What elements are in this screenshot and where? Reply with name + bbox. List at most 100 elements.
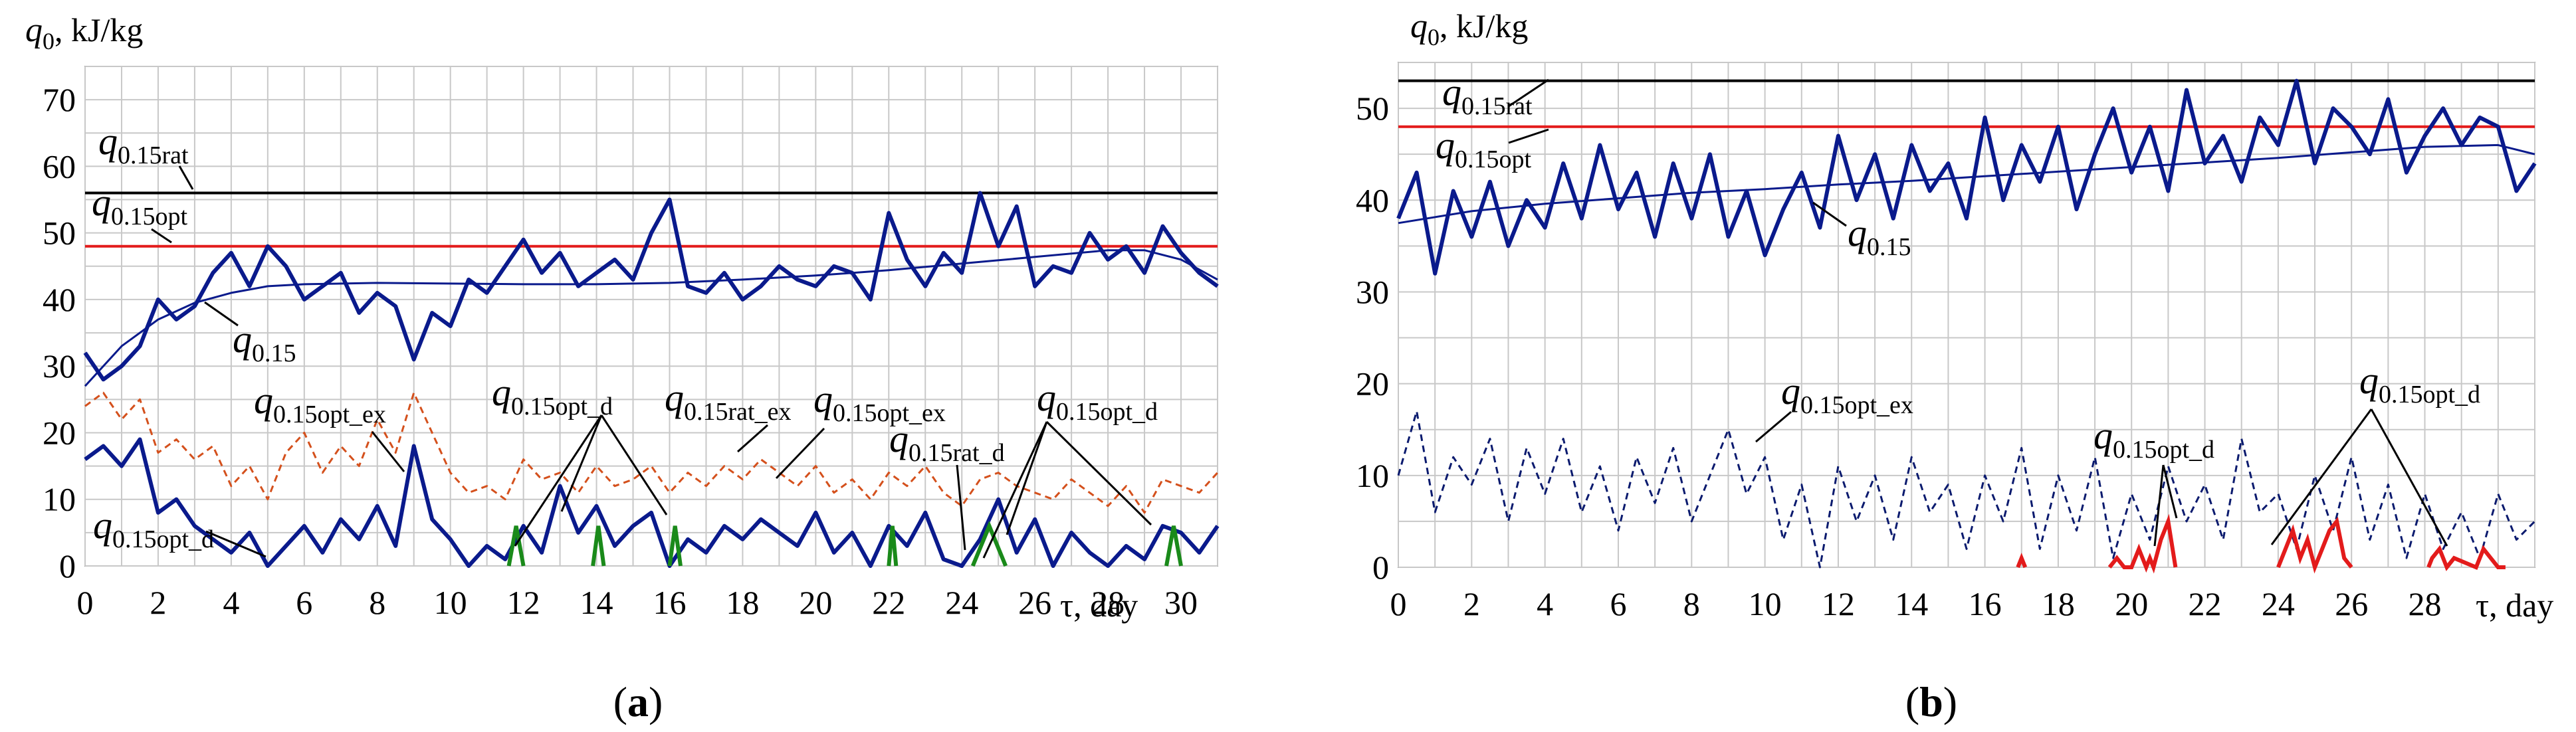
annotation-leader bbox=[1508, 78, 1549, 108]
plot-area bbox=[1398, 62, 2535, 568]
series-q015-trend bbox=[1398, 143, 2535, 225]
series-q015opt-d bbox=[2107, 513, 2178, 574]
annotation-0-15opt-d: q0.15opt_d bbox=[1037, 376, 1158, 426]
annotation-leader bbox=[2153, 464, 2165, 547]
panel-label-letter: a bbox=[627, 678, 649, 725]
annotation-0-15rat-d: q0.15rat_d bbox=[889, 417, 1005, 467]
series-q015opt-d-green bbox=[667, 525, 683, 567]
annotation-0-15opt-d: q0.15opt_d bbox=[492, 371, 613, 420]
series-q015 bbox=[83, 191, 1219, 382]
x-tick-label: 14 bbox=[1895, 585, 1928, 622]
series-q015opt-d-green bbox=[1164, 525, 1183, 567]
annotation-0-15rat-subscript: 0.15rat bbox=[118, 141, 189, 169]
annotation-0-15opt-d-subscript: 0.15opt_d bbox=[511, 393, 613, 420]
annotation-0-15opt-d-symbol: q bbox=[93, 503, 112, 547]
y-tick-label: 50 bbox=[1356, 90, 1389, 127]
annotation-0-15: q0.15 bbox=[1848, 211, 1911, 261]
annotation-0-15opt-ex-subscript: 0.15opt_ex bbox=[1800, 391, 1913, 419]
annotation-0-15rat-subscript: 0.15rat bbox=[1461, 92, 1533, 120]
series-q015opt-d-green bbox=[506, 525, 526, 567]
annotation-0-15opt-ex: q0.15opt_ex bbox=[254, 379, 386, 428]
panel-label-suffix: ) bbox=[1943, 678, 1957, 725]
y-axis-label: q0, kJ/kg bbox=[1410, 7, 1528, 50]
annotation-0-15opt-ex-symbol: q bbox=[254, 379, 273, 422]
annotation-0-15rat-ex: q0.15rat_ex bbox=[665, 376, 791, 426]
annotation-0-15opt-d-subscript: 0.15opt_d bbox=[1056, 398, 1158, 426]
x-tick-label: 10 bbox=[1749, 585, 1782, 622]
y-tick-label: 20 bbox=[43, 414, 76, 451]
panel-label: (a) bbox=[613, 678, 663, 725]
x-tick-label: 12 bbox=[507, 584, 540, 621]
series-q015opt-d bbox=[2016, 553, 2028, 569]
annotation-0-15opt-symbol: q bbox=[1436, 124, 1455, 167]
y-tick-label: 50 bbox=[43, 215, 76, 252]
x-tick-label: 10 bbox=[434, 584, 467, 621]
annotation-0-15opt-subscript: 0.15opt bbox=[111, 203, 188, 230]
x-tick-label: 22 bbox=[872, 584, 905, 621]
annotation-leader bbox=[1755, 411, 1792, 443]
y-axis-label-unit: , kJ/kg bbox=[54, 11, 143, 48]
x-axis-label: τ, day bbox=[2476, 587, 2553, 624]
series-q015 bbox=[1396, 78, 2537, 276]
annotation-0-15rat-symbol: q bbox=[98, 120, 118, 163]
annotation-leader bbox=[2162, 464, 2178, 519]
series-q015opt-d-green bbox=[970, 520, 1008, 567]
annotation-0-15opt-d-subscript: 0.15opt_d bbox=[112, 525, 214, 553]
annotation-leader bbox=[151, 228, 172, 244]
y-axis-label-subscript: 0 bbox=[1428, 24, 1440, 50]
annotation-0-15rat-symbol: q bbox=[1442, 70, 1461, 114]
x-tick-label: 4 bbox=[223, 584, 239, 621]
x-tick-label: 0 bbox=[1390, 585, 1407, 622]
x-tick-label: 30 bbox=[1164, 584, 1198, 621]
plot-area bbox=[84, 66, 1218, 567]
panel-label-letter: b bbox=[1919, 678, 1943, 725]
y-tick-label: 20 bbox=[1356, 365, 1389, 403]
annotation-0-15opt-d: q0.15opt_d bbox=[2093, 414, 2214, 464]
annotation-0-15opt-subscript: 0.15opt bbox=[1455, 145, 1532, 173]
series-q015opt-ex bbox=[1397, 410, 2536, 569]
x-tick-label: 18 bbox=[726, 584, 759, 621]
annotation-leader bbox=[600, 414, 668, 515]
y-axis-label-symbol: q bbox=[1410, 7, 1428, 45]
annotation-leader bbox=[1006, 421, 1048, 535]
x-tick-label: 12 bbox=[1822, 585, 1855, 622]
annotation-0-15rat-ex-subscript: 0.15rat_ex bbox=[684, 398, 791, 426]
y-axis-label: q0, kJ/kg bbox=[25, 11, 143, 54]
y-tick-label: 30 bbox=[1356, 273, 1389, 310]
annotation-leader bbox=[371, 431, 405, 472]
annotation-leader bbox=[982, 421, 1048, 559]
x-tick-label: 26 bbox=[1018, 584, 1051, 621]
x-tick-label: 16 bbox=[1969, 585, 2002, 622]
x-tick-label: 20 bbox=[2115, 585, 2148, 622]
x-tick-label: 0 bbox=[77, 584, 94, 621]
y-axis-label-subscript: 0 bbox=[43, 28, 54, 54]
annotation-0-15opt-ex-symbol: q bbox=[813, 377, 833, 420]
annotation-leader bbox=[737, 424, 768, 453]
annotation-leader bbox=[514, 414, 603, 547]
y-tick-label: 0 bbox=[1372, 549, 1389, 586]
annotation-0-15-symbol: q bbox=[1848, 211, 1867, 254]
y-tick-label: 40 bbox=[1356, 181, 1389, 219]
x-tick-label: 28 bbox=[2409, 585, 2442, 622]
series-q015opt-d-green bbox=[591, 525, 606, 567]
y-axis-label-unit: , kJ/kg bbox=[1440, 7, 1528, 45]
annotation-leader bbox=[2270, 409, 2373, 545]
x-tick-label: 14 bbox=[580, 584, 613, 621]
annotation-0-15opt-ex: q0.15opt_ex bbox=[1781, 369, 1913, 419]
annotation-leader bbox=[956, 464, 966, 551]
panel-label-prefix: ( bbox=[1905, 678, 1919, 725]
series-q015-trend bbox=[84, 249, 1218, 387]
y-axis-label-symbol: q bbox=[25, 11, 43, 49]
annotation-0-15rat-d-subscript: 0.15rat_d bbox=[909, 439, 1005, 467]
annotation-leader bbox=[204, 301, 239, 327]
x-tick-label: 24 bbox=[945, 584, 978, 621]
x-tick-label: 16 bbox=[653, 584, 686, 621]
panel-label-prefix: ( bbox=[613, 678, 627, 725]
x-tick-label: 8 bbox=[1683, 585, 1700, 622]
y-tick-label: 70 bbox=[43, 81, 76, 118]
y-tick-label: 30 bbox=[43, 347, 76, 385]
annotation-leader bbox=[1508, 128, 1549, 144]
x-tick-label: 22 bbox=[2189, 585, 2222, 622]
